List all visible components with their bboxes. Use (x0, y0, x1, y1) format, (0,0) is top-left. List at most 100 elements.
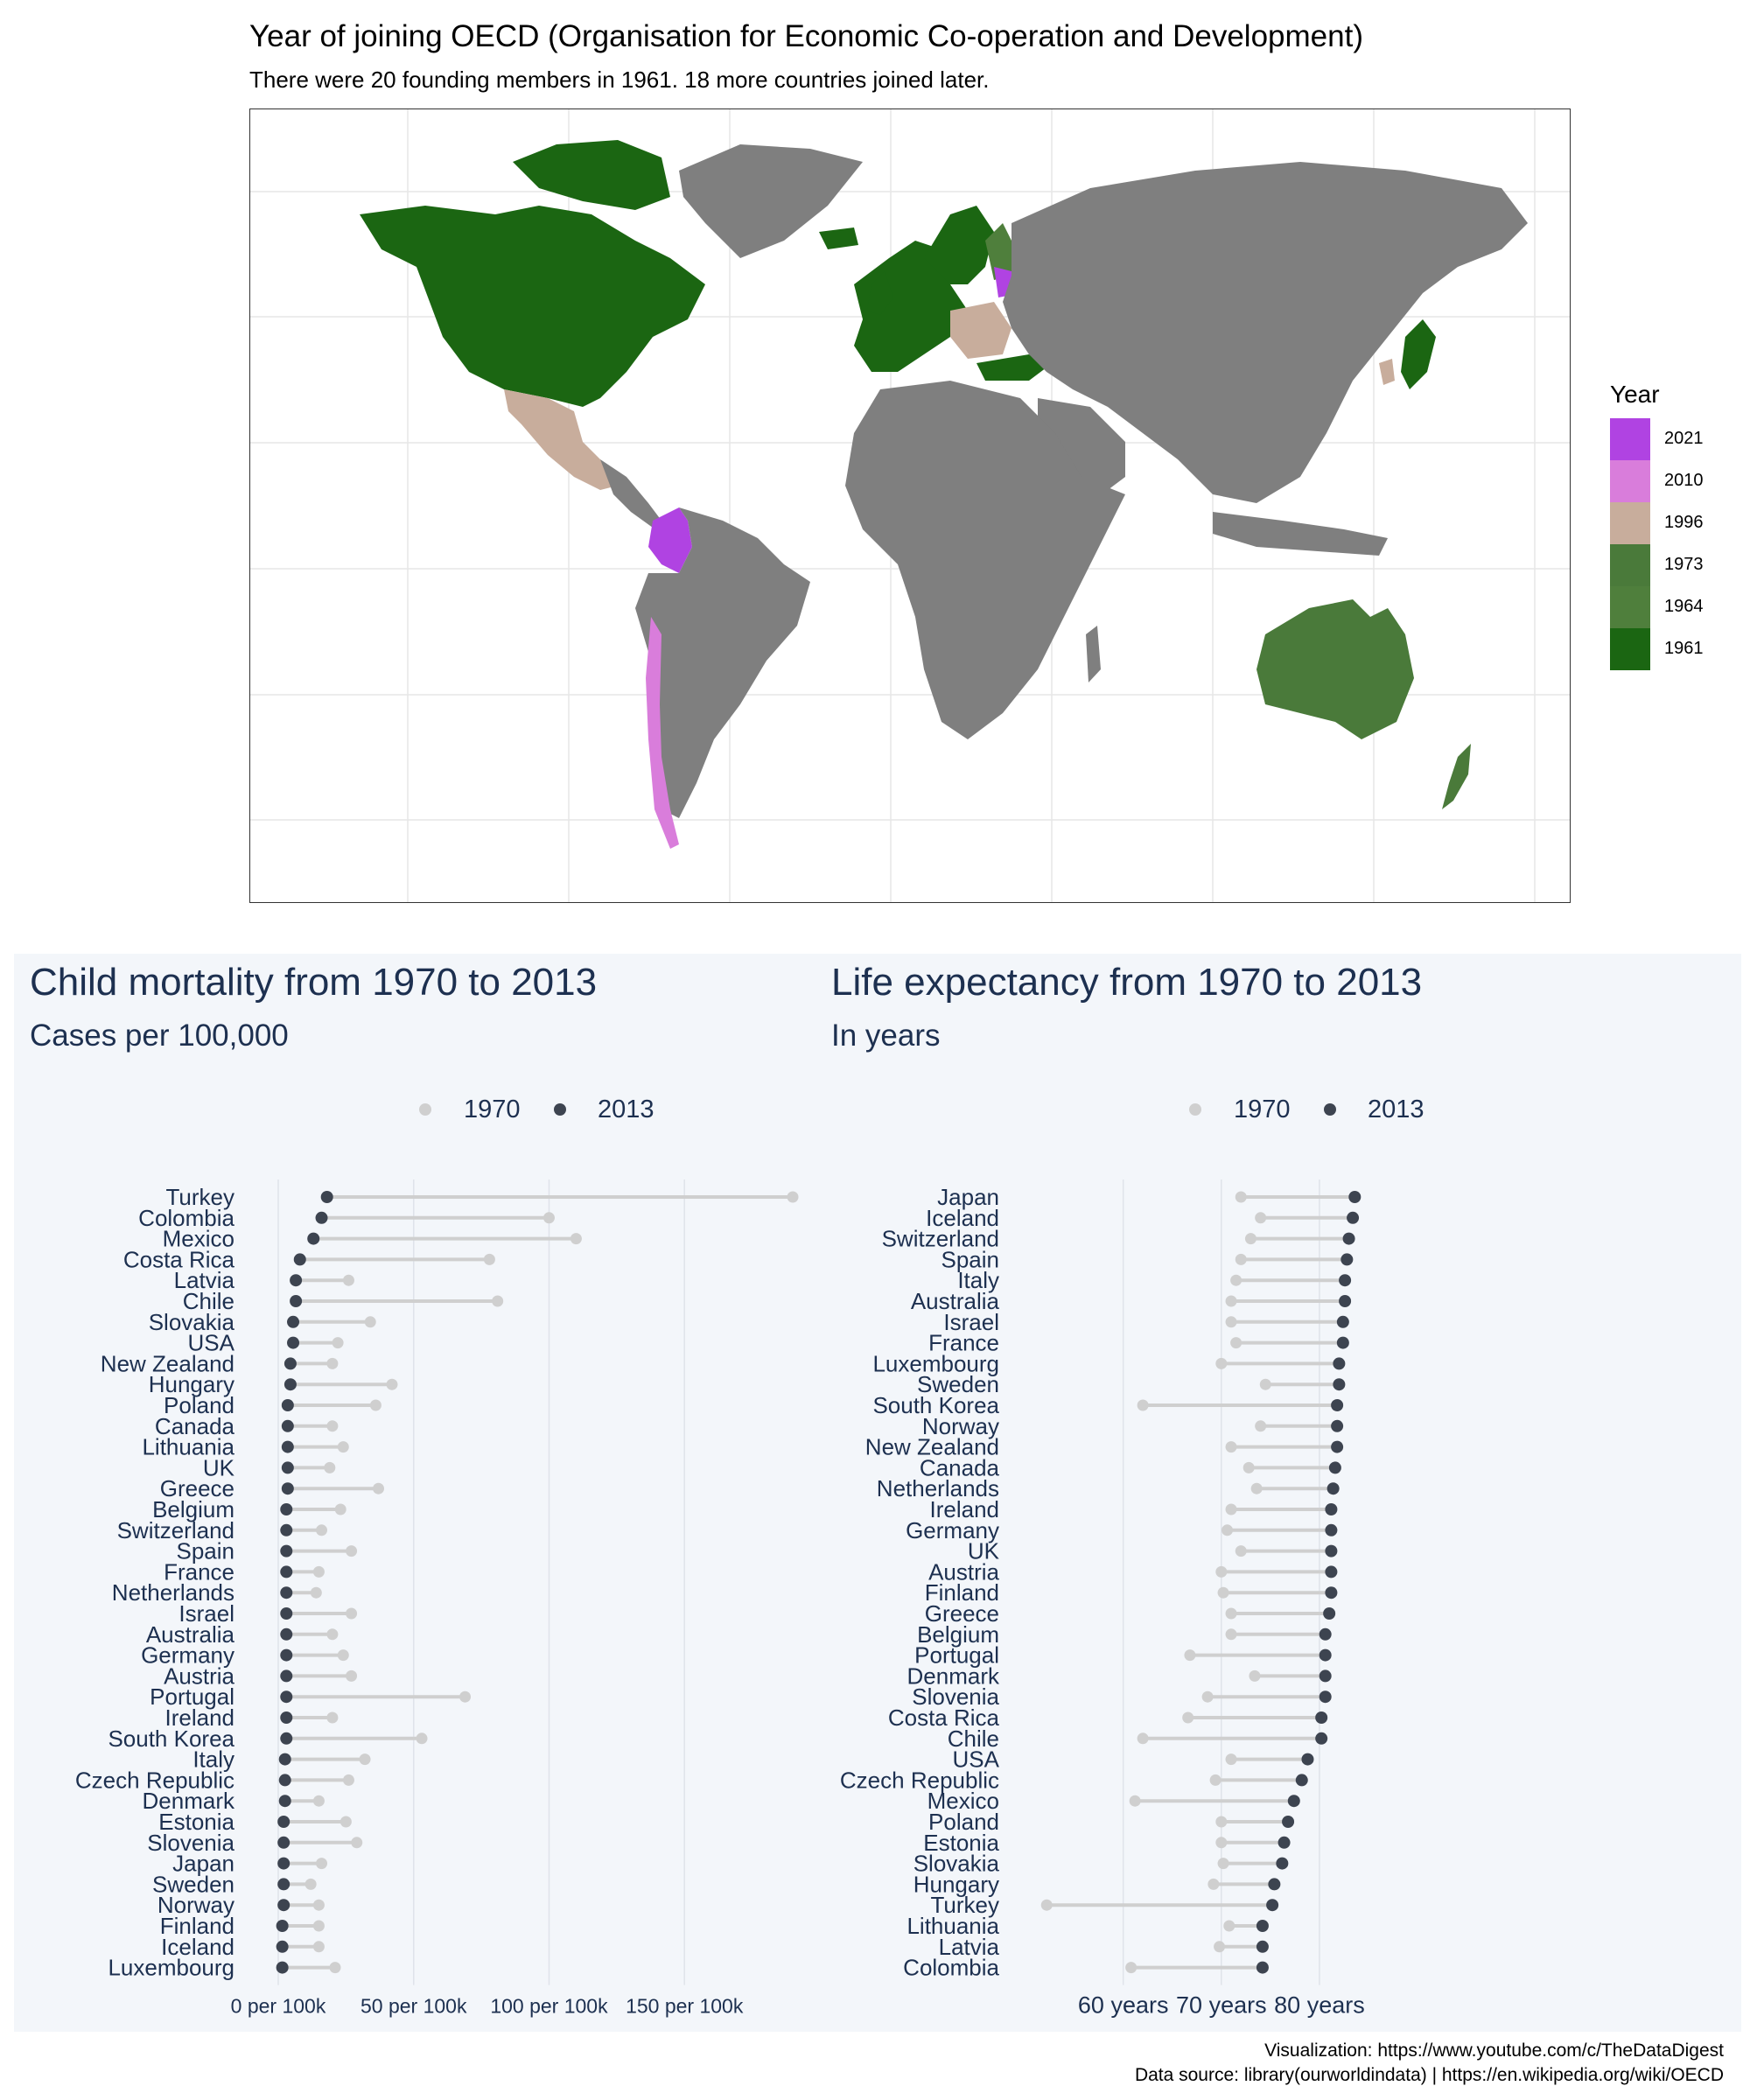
country-label: Costa Rica (123, 1246, 235, 1272)
country-label: Israel (943, 1309, 999, 1335)
x-tick-label: 100 per 100k (490, 1995, 608, 2018)
country-label: Slovenia (147, 1830, 234, 1856)
point-1970 (1215, 1837, 1228, 1849)
point-2013 (1276, 1857, 1289, 1870)
point-2013 (1278, 1836, 1291, 1849)
point-1970 (1217, 1586, 1229, 1599)
point-1970 (1225, 1628, 1237, 1641)
point-1970 (346, 1670, 358, 1682)
legend-label-1970: 1970 (1234, 1096, 1291, 1124)
country-label: Denmark (907, 1662, 1000, 1689)
point-1970 (326, 1712, 339, 1724)
country-label: Israel (178, 1600, 234, 1627)
country-label: Hungary (149, 1371, 234, 1397)
point-1970 (337, 1649, 349, 1662)
point-1970 (304, 1878, 317, 1890)
point-2013 (287, 1336, 300, 1349)
point-1970 (312, 1899, 325, 1911)
life-expectancy-title: Life expectancy from 1970 to 2013 (831, 961, 1423, 1004)
country-label: Estonia (158, 1809, 234, 1835)
country-label: Italy (192, 1746, 234, 1773)
point-2013 (1331, 1399, 1344, 1411)
point-2013 (320, 1191, 333, 1203)
country-label: USA (188, 1330, 235, 1356)
land-central-europe (950, 302, 1012, 359)
point-2013 (1333, 1357, 1346, 1370)
land-indonesia (1213, 512, 1388, 556)
country-label: Sweden (152, 1871, 234, 1897)
land-colombia (648, 508, 692, 573)
point-1970 (312, 1941, 325, 1953)
point-1970 (570, 1233, 582, 1245)
lower-charts-panel: Child mortality from 1970 to 2013 Cases … (14, 954, 1741, 2032)
country-label: Finland (925, 1579, 999, 1606)
country-label: UK (968, 1538, 1000, 1564)
map-title: Year of joining OECD (Organisation for E… (249, 19, 1363, 53)
map-legend-title: Year (1610, 381, 1660, 408)
country-label: Estonia (923, 1830, 999, 1856)
point-1970 (1223, 1920, 1236, 1932)
x-tick-label: 150 per 100k (626, 1995, 744, 2018)
point-2013 (281, 1482, 294, 1495)
point-1970 (1137, 1732, 1149, 1745)
point-2013 (284, 1357, 297, 1370)
country-label: South Korea (872, 1392, 999, 1418)
point-2013 (1325, 1503, 1338, 1516)
country-label: Spain (177, 1538, 235, 1564)
point-1970 (359, 1754, 371, 1766)
land-finland (985, 223, 1016, 280)
map-legend-swatch (1610, 502, 1650, 544)
point-1970 (1129, 1795, 1141, 1807)
child-mortality-chart: 0 per 100k 50 per 100k 100 per 100k 150 per… (75, 1180, 799, 2018)
credits-visualization: Visualization: https://www.youtube.com/c… (1264, 2040, 1724, 2061)
point-1970 (351, 1837, 363, 1849)
point-1970 (326, 1628, 339, 1641)
point-2013 (1256, 1940, 1269, 1953)
legend-dot-1970 (419, 1103, 431, 1116)
country-label: Canada (920, 1454, 1000, 1480)
point-2013 (293, 1253, 306, 1266)
point-2013 (1315, 1732, 1328, 1745)
point-2013 (1323, 1607, 1336, 1620)
country-label: Ireland (165, 1704, 235, 1731)
land-uk (867, 271, 893, 315)
point-1970 (310, 1586, 322, 1599)
point-1970 (1225, 1295, 1237, 1307)
country-label: Netherlands (877, 1475, 999, 1502)
point-2013 (280, 1607, 293, 1620)
point-2013 (290, 1274, 303, 1287)
country-label: Australia (146, 1621, 235, 1648)
country-label: Lithuania (906, 1913, 999, 1939)
point-1970 (346, 1607, 358, 1620)
country-label: New Zealand (865, 1434, 999, 1460)
point-2013 (280, 1648, 293, 1662)
land-canada-arctic (513, 140, 670, 210)
country-label: Slovakia (914, 1851, 1000, 1877)
point-1970 (386, 1378, 398, 1390)
land-new-zealand (1442, 744, 1471, 809)
point-1970 (337, 1441, 349, 1453)
point-1970 (312, 1920, 325, 1932)
point-1970 (1230, 1337, 1242, 1349)
legend-label-2013: 2013 (598, 1096, 654, 1124)
land-central-america (600, 459, 662, 528)
point-1970 (364, 1316, 376, 1328)
x-tick-label: 60 years (1078, 1992, 1169, 2019)
country-label: Slovakia (149, 1309, 235, 1335)
legend-label-1970: 1970 (464, 1096, 521, 1124)
country-label: Finland (160, 1913, 234, 1939)
country-label: Belgium (152, 1496, 234, 1522)
point-1970 (1215, 1816, 1228, 1828)
map-legend-swatch (1610, 586, 1650, 628)
point-1970 (334, 1503, 346, 1516)
country-label: Czech Republic (75, 1767, 234, 1793)
land-south-korea (1379, 359, 1395, 385)
point-2013 (1339, 1274, 1352, 1287)
point-2013 (276, 1940, 289, 1953)
map-subtitle: There were 20 founding members in 1961. … (249, 66, 990, 93)
point-1970 (1249, 1670, 1261, 1682)
point-1970 (329, 1962, 341, 1974)
x-tick-label: 50 per 100k (360, 1995, 467, 2018)
point-1970 (1235, 1545, 1247, 1558)
point-2013 (1256, 1961, 1269, 1974)
